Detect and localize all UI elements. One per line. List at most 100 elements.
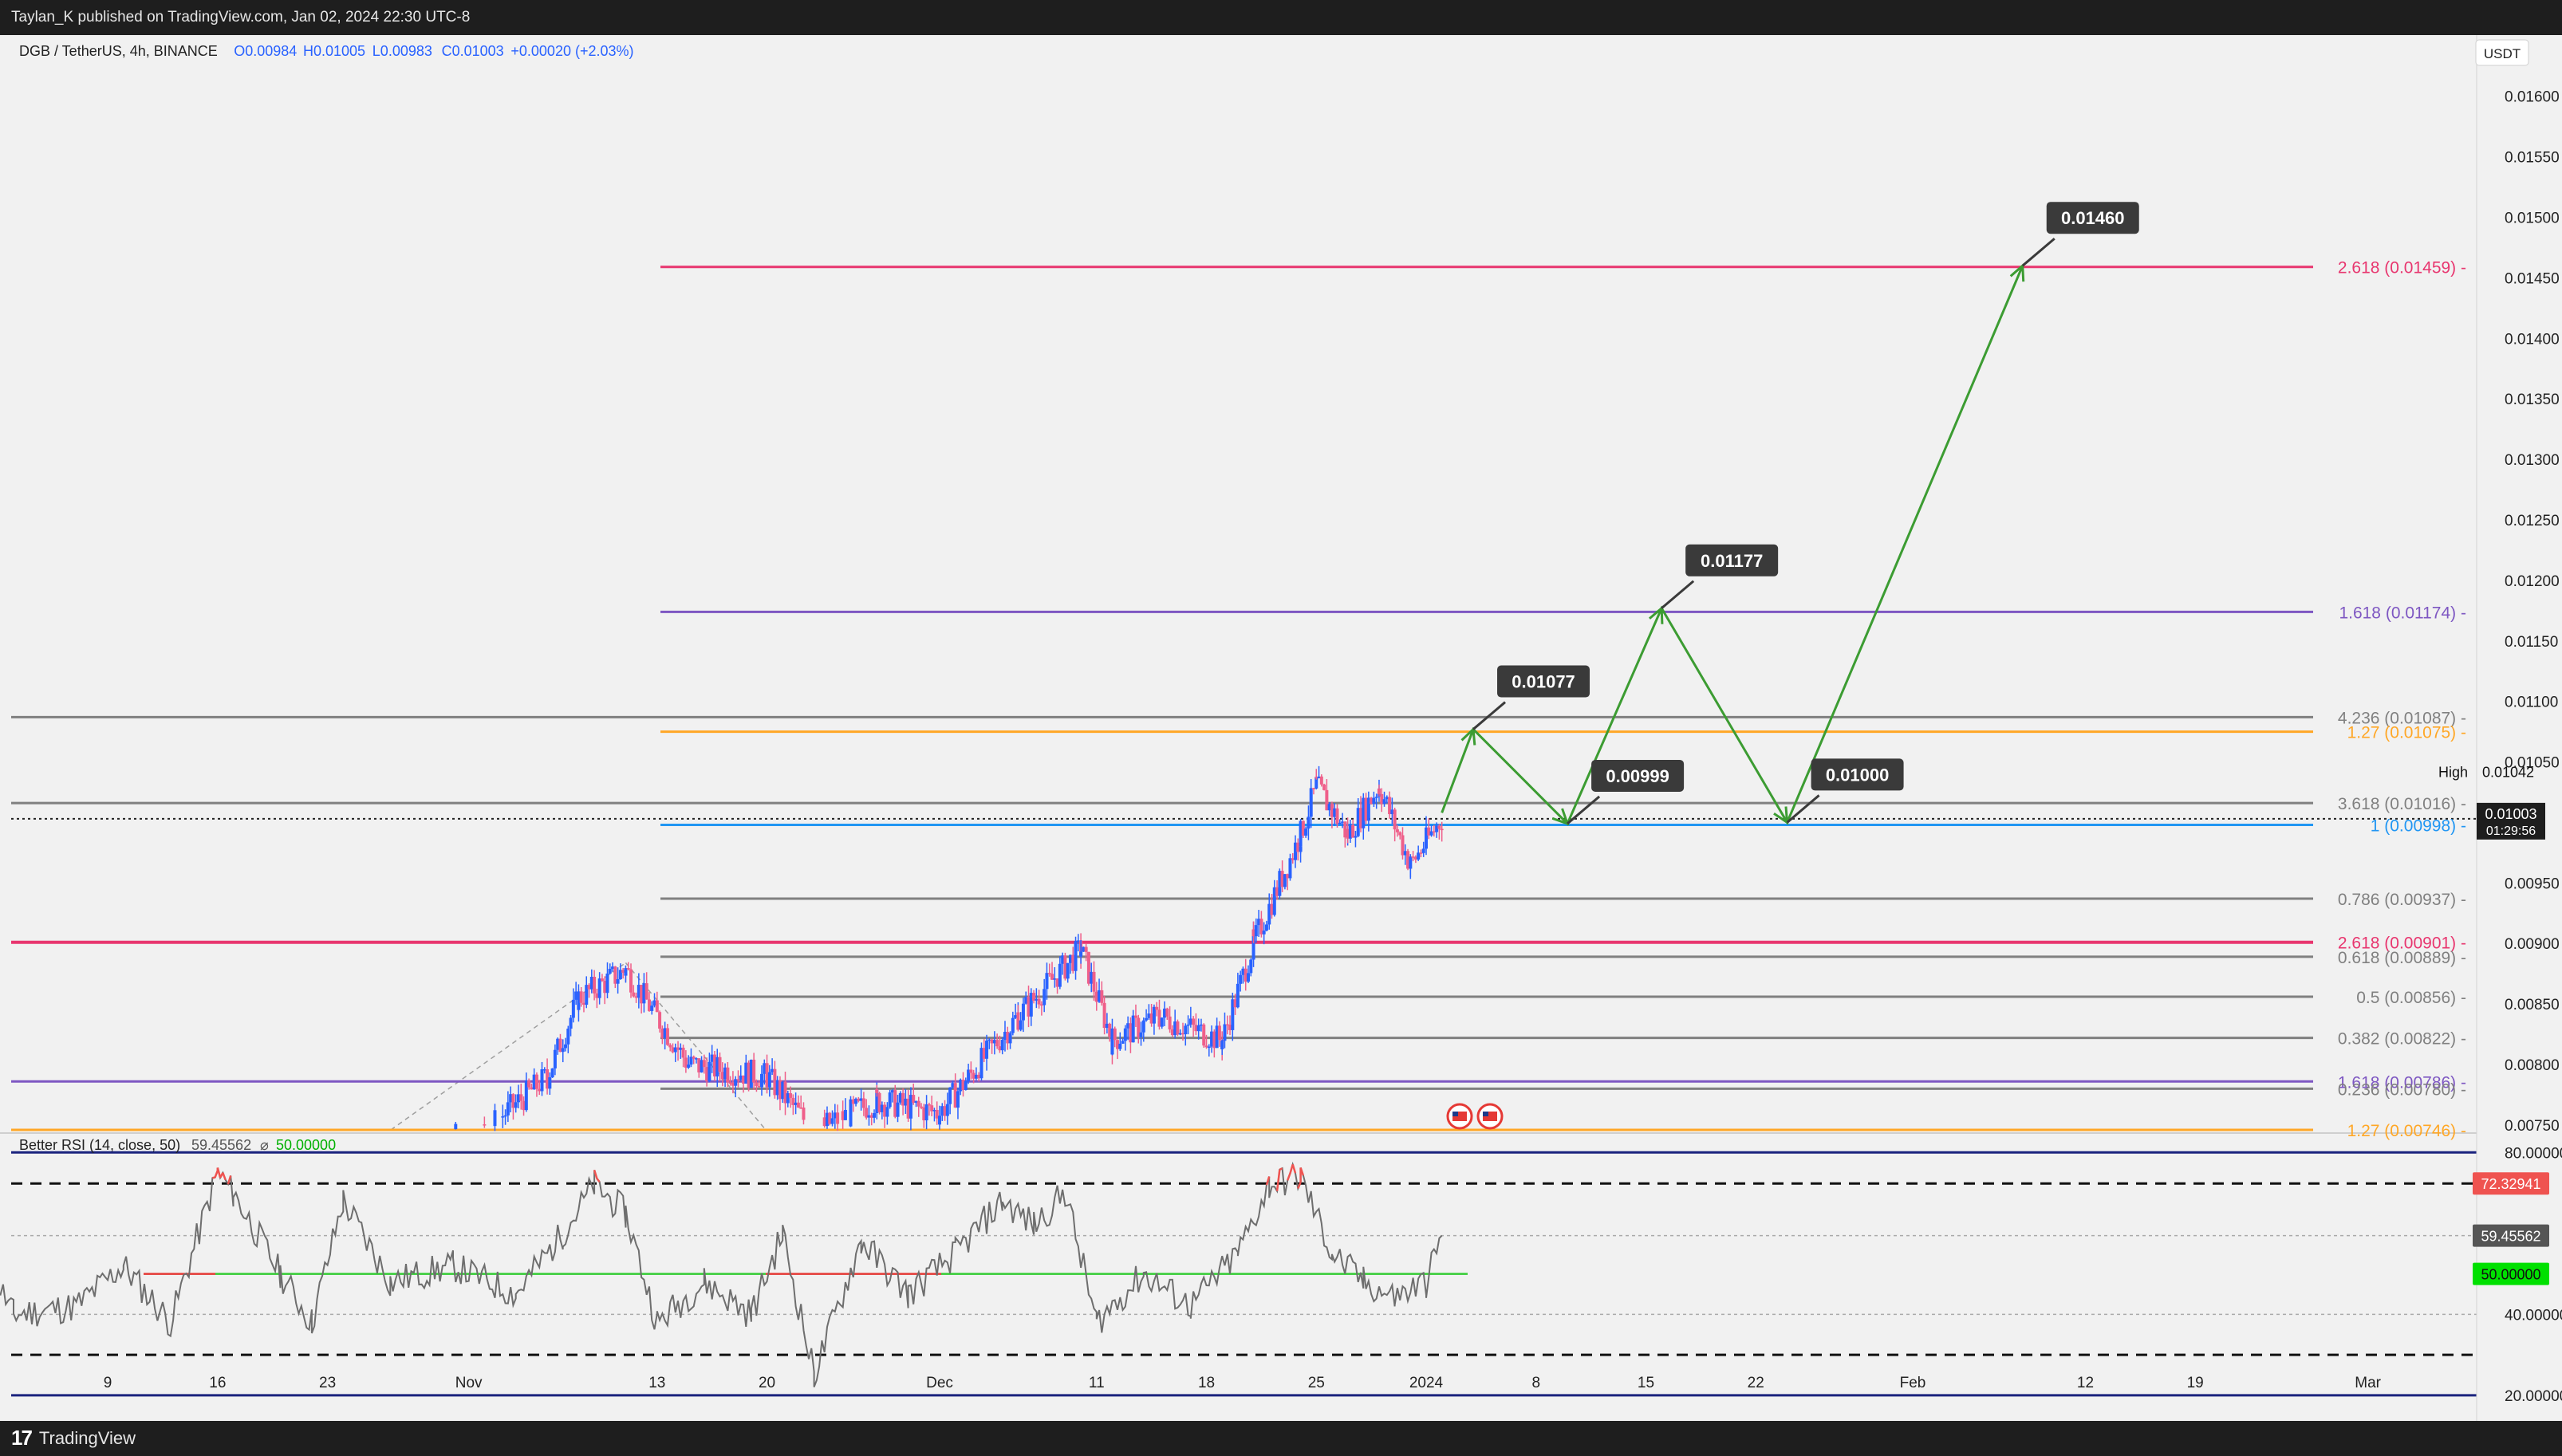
publish-header: Taylan_K published on TradingView.com, J…	[0, 0, 2562, 35]
candle-body	[943, 1106, 947, 1116]
candle-body	[1231, 999, 1235, 1030]
candle-body	[901, 1092, 905, 1106]
candle-body	[1032, 993, 1036, 1001]
candle-body	[959, 1080, 963, 1092]
price-tick-label: 0.01150	[2505, 634, 2558, 651]
candle-body	[1330, 804, 1334, 817]
candle-body	[1217, 1025, 1221, 1041]
price-tick-label: 0.01100	[2505, 695, 2558, 711]
candle-body	[603, 981, 607, 994]
candle-body	[1291, 858, 1295, 860]
candle-body	[747, 1062, 751, 1088]
candle-body	[1215, 1025, 1219, 1049]
candle-body	[681, 1047, 685, 1058]
candle-body	[731, 1083, 735, 1086]
candle-body	[1102, 1002, 1106, 1029]
candle-body	[1184, 1025, 1188, 1035]
price-tick-label: 0.00900	[2505, 936, 2560, 953]
candle-body	[977, 1074, 981, 1079]
candle-body	[561, 1048, 565, 1053]
candle-body	[532, 1074, 536, 1090]
candle-body	[734, 1079, 738, 1086]
rsi-overbought-segment	[212, 1176, 215, 1179]
candle-body	[836, 1112, 840, 1124]
candle-body	[566, 1029, 570, 1045]
candle-body	[556, 1038, 560, 1050]
rsi-overbought-segment	[222, 1172, 227, 1181]
candle-body	[1011, 1017, 1015, 1033]
price-axis	[2477, 35, 2562, 1386]
candle-body	[1066, 962, 1070, 979]
candle-body	[726, 1067, 730, 1083]
candle-body	[1170, 1029, 1174, 1036]
candle-body	[728, 1082, 732, 1084]
tradingview-logo-icon: 17	[11, 1426, 33, 1450]
time-tick-label: 19	[2187, 1375, 2204, 1391]
candle-body	[742, 1075, 746, 1084]
candle-body	[585, 985, 589, 1005]
candle-body	[1403, 851, 1407, 856]
candle-body	[642, 983, 646, 1004]
candle-body	[1440, 828, 1444, 831]
candle-body	[1390, 809, 1394, 815]
candle-body	[632, 992, 636, 997]
candle-body	[1108, 1023, 1112, 1037]
callout-pointer	[1786, 794, 1820, 824]
time-tick-label: 8	[1531, 1375, 1540, 1391]
candle-body	[710, 1054, 714, 1062]
candle-body	[1176, 1021, 1180, 1035]
candle-body	[1086, 951, 1090, 984]
candle-body	[1251, 929, 1255, 960]
candle-body	[985, 1041, 989, 1059]
candle-body	[749, 1059, 753, 1088]
candle-body	[961, 1080, 965, 1090]
candle-body	[1427, 827, 1431, 836]
candle-body	[546, 1068, 550, 1080]
candle-body	[1362, 797, 1366, 828]
candle-body	[1074, 941, 1078, 971]
candle-body	[564, 1044, 568, 1049]
candle-body	[514, 1102, 518, 1108]
candle-body	[1401, 835, 1405, 856]
symbol-title: DGB / TetherUS, 4h, BINANCE	[19, 43, 218, 59]
candle-body	[736, 1079, 740, 1080]
candle-body	[1225, 1024, 1229, 1026]
candle-body	[522, 1100, 526, 1111]
candle-body	[1317, 776, 1321, 779]
price-tick-label: 0.00950	[2505, 876, 2560, 892]
ohlc-change: +0.00020 (+2.03%)	[510, 43, 633, 59]
candle-body	[1076, 940, 1080, 942]
candle-body	[1304, 828, 1308, 836]
publish-info: Taylan_K published on TradingView.com, J…	[11, 9, 471, 26]
candle-body	[1346, 828, 1350, 839]
candle-body	[1043, 989, 1046, 1005]
candle-body	[1351, 824, 1355, 838]
candle-body	[1259, 919, 1263, 935]
candle-body	[1168, 1016, 1172, 1029]
candle-body	[503, 1115, 507, 1117]
rsi-tick-label: 80.00000	[2505, 1145, 2562, 1162]
candle-body	[577, 991, 581, 1010]
candle-body	[705, 1067, 709, 1082]
candle-body	[930, 1105, 934, 1112]
currency-button[interactable]	[2475, 39, 2529, 66]
rsi-price-box	[2473, 1262, 2549, 1285]
price-tick-label: 0.01450	[2505, 270, 2560, 287]
candle-body	[1149, 1013, 1153, 1024]
candle-body	[1421, 848, 1425, 853]
fib-level-label: 0.786 (0.00937) -	[2338, 891, 2466, 909]
time-tick-label: Feb	[1900, 1375, 1926, 1391]
currency-label: USDT	[2484, 46, 2521, 61]
price-tick-label: 0.01500	[2505, 211, 2560, 227]
fib-level-label: 0.5 (0.00856) -	[2356, 989, 2466, 1007]
candle-body	[1228, 1025, 1232, 1030]
candle-body	[1296, 842, 1300, 852]
candle-body	[757, 1086, 761, 1088]
tradingview-logo[interactable]: 17 TradingView	[11, 1426, 136, 1450]
candle-body	[1121, 1041, 1125, 1044]
candle-body	[697, 1058, 701, 1072]
candle-body	[665, 1028, 669, 1045]
chart-canvas[interactable]: 0.01600 0.01550 0.01500 0.01450 0.01400 0.013…	[0, 0, 2562, 1421]
target-label-box	[2046, 202, 2139, 234]
candle-body	[1270, 903, 1274, 915]
